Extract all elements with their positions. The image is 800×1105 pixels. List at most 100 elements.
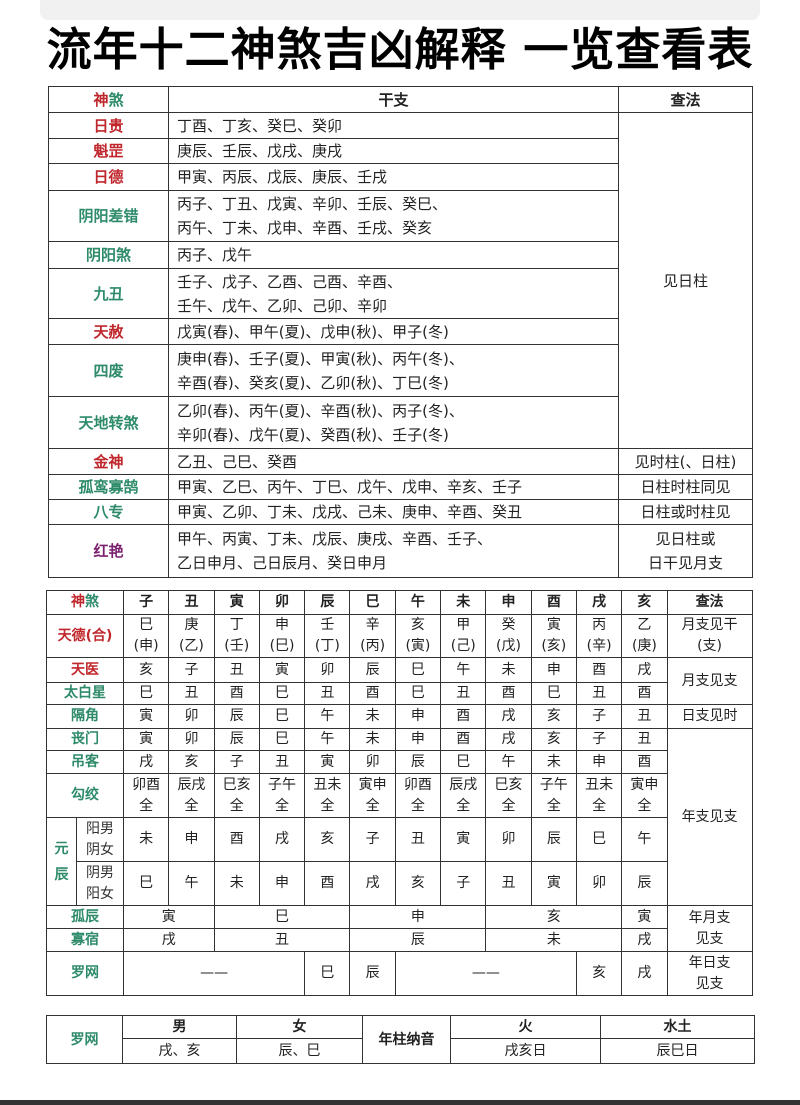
branch-cell: 寅 — [123, 905, 215, 929]
branch-header: 午 — [394, 590, 442, 615]
table-row: 孤辰寅巳申亥寅年月支 见支 — [46, 905, 753, 952]
branch-cell: 未 — [122, 817, 170, 862]
branch-cell: 辰 — [394, 750, 442, 774]
header-ganzhi: 干支 — [168, 86, 619, 113]
method-cell: 年月支 见支 — [666, 905, 753, 952]
table-row: 红艳 甲午、丙寅、丁未、戊辰、庚戌、辛酉、壬子、 乙日申月、己日辰月、癸日申月 见日柱… — [48, 524, 753, 578]
cell-line: 子 — [184, 661, 199, 678]
method-cell: 月支见干 (支) — [666, 614, 753, 658]
cell-line: 辰 — [410, 753, 425, 770]
branch-cell: 辰 — [349, 657, 396, 683]
header-shen: 神 — [71, 594, 85, 610]
cell-line: 未 — [365, 731, 380, 747]
branch-cell: 丁 (壬) — [213, 614, 260, 658]
shensha-name: 隔角 — [46, 704, 124, 729]
cell-line: 丑 — [275, 931, 290, 948]
cell-line: 戌 — [501, 708, 516, 724]
cell-line: 全 — [501, 797, 516, 814]
cell-line: 巳 — [275, 731, 290, 747]
branch-cell: 酉 — [621, 682, 668, 705]
cell-line: 甲寅、乙巳、丙午、丁巳、戊午、戊申、辛亥、壬子 — [177, 478, 523, 496]
cell-line: 巳 — [275, 685, 290, 701]
branch-header: 寅 — [213, 590, 260, 615]
branch-cell: 巳 — [258, 728, 306, 751]
cell-line: 酉 — [456, 708, 471, 724]
branch-header: 丑 — [168, 590, 215, 615]
cell-line: 丑 — [229, 661, 244, 678]
cell-line: 庚申(春)、壬子(夏)、甲寅(秋)、丙午(冬)、 — [177, 349, 464, 368]
cell-line: 寅 — [546, 875, 561, 891]
cell-line: 丑 — [637, 731, 652, 747]
cell-line: 月支见干 — [681, 617, 738, 633]
cell-line: 亥 — [184, 753, 199, 770]
branch-cell: 卯酉全 — [122, 773, 170, 818]
cell-line: 戊寅(春)、甲午(夏)、戊申(秋)、甲子(冬) — [177, 322, 449, 341]
branch-cell: 丑 — [168, 682, 215, 705]
cell-line: 巳 — [410, 661, 425, 678]
branch-cell: 丑 — [304, 682, 351, 705]
branch-cell: 辰 — [621, 861, 668, 906]
cell-line: 亥 — [592, 965, 607, 981]
branch-cell: 戌 — [621, 928, 668, 952]
cell-line: 乙 — [637, 617, 652, 633]
branch-cell: 午 — [304, 704, 351, 729]
cell-line: 壬午、戊午、乙卯、己卯、辛卯 — [177, 296, 388, 315]
branch-cell: 巳 — [213, 905, 351, 929]
cell-line: 全 — [229, 797, 244, 814]
cell-line: 午 — [501, 753, 516, 770]
cell-line: 酉 — [456, 731, 471, 747]
branch-cell: 寅 — [304, 750, 351, 774]
cell-line: 壬子、戊子、乙酉、己酉、辛酉、 — [177, 272, 403, 291]
shensha-name: 九丑 — [48, 268, 169, 319]
shensha-name: 孤辰 — [46, 905, 124, 929]
shensha-name: 寡宿 — [46, 928, 124, 952]
shensha-ganzhi-table: 神煞 干支 查法 日贵 丁酉、丁亥、癸巳、癸卯 见日柱 魁罡 庚辰、壬辰、戊戌、庚戌 日德 甲寅、… — [48, 86, 753, 578]
header-method: 查法 — [618, 86, 753, 113]
cell-line: 阴男 — [86, 864, 114, 881]
cell-line: 亥 — [410, 875, 425, 891]
cell-line: 丁酉、丁亥、癸巳、癸卯 — [177, 116, 343, 135]
cell-line: 丑未 — [313, 776, 342, 793]
ganzhi-cell: 庚辰、壬辰、戊戌、庚戌 — [168, 138, 619, 164]
cell-line: 丑 — [410, 831, 425, 847]
cell-line: 甲 — [456, 617, 471, 633]
branch-cell: 戌 — [621, 657, 668, 683]
branch-cell: 丑 — [440, 682, 487, 705]
branch-cell: 亥 — [304, 817, 351, 862]
branch-cell: 戌 — [258, 817, 306, 862]
cell-line: 子午 — [268, 776, 297, 793]
cell-line: 申 — [410, 731, 425, 747]
cell-line: 子 — [592, 708, 607, 724]
shensha-name: 金神 — [48, 448, 169, 475]
ganzhi-cell: 庚申(春)、壬子(夏)、甲寅(秋)、丙午(冬)、 辛酉(春)、癸亥(夏)、乙卯(秋… — [168, 344, 619, 397]
branch-cell: 申 — [530, 657, 577, 683]
cell-line: 卯 — [365, 753, 380, 770]
cell-line: 全 — [592, 797, 607, 814]
female-value: 辰、巳 — [236, 1038, 363, 1064]
cell-line: 丑 — [637, 708, 652, 724]
branch-cell: —— — [394, 951, 577, 996]
cell-line: 乙丑、己巳、癸酉 — [177, 452, 298, 471]
branch-cell: 丑 — [621, 704, 668, 729]
shensha-name: 天医 — [46, 657, 124, 683]
cell-line: 辰戌 — [449, 776, 478, 793]
cell-line: 申 — [410, 708, 425, 724]
branch-cell: 酉 — [440, 728, 487, 751]
page-title: 流年十二神煞吉凶解释 一览查看表 — [46, 23, 754, 76]
cell-line: 阳男 — [86, 820, 114, 837]
branch-header: 子 — [122, 590, 170, 615]
cell-line: 壬 — [320, 617, 335, 633]
table-row: 魁罡 庚辰、壬辰、戊戌、庚戌 — [48, 138, 753, 164]
cell-line: 癸 — [501, 617, 516, 633]
cell-line: 酉 — [592, 661, 607, 678]
branch-cell: 寅 — [530, 861, 577, 906]
branch-cell: 申 — [394, 704, 442, 729]
branch-header: 酉 — [530, 590, 577, 615]
ganzhi-cell: 乙丑、己巳、癸酉 — [168, 448, 619, 475]
cell-line: 巳亥 — [494, 776, 523, 793]
ganzhi-cell: 甲寅、乙卯、丁未、戊戌、己未、庚申、辛酉、癸丑 — [168, 499, 619, 525]
cell-line: 全 — [456, 797, 471, 814]
cell-line: 巳 — [275, 708, 290, 724]
branch-cell: 酉 — [213, 817, 260, 862]
branch-cell: 亥 — [168, 750, 215, 774]
